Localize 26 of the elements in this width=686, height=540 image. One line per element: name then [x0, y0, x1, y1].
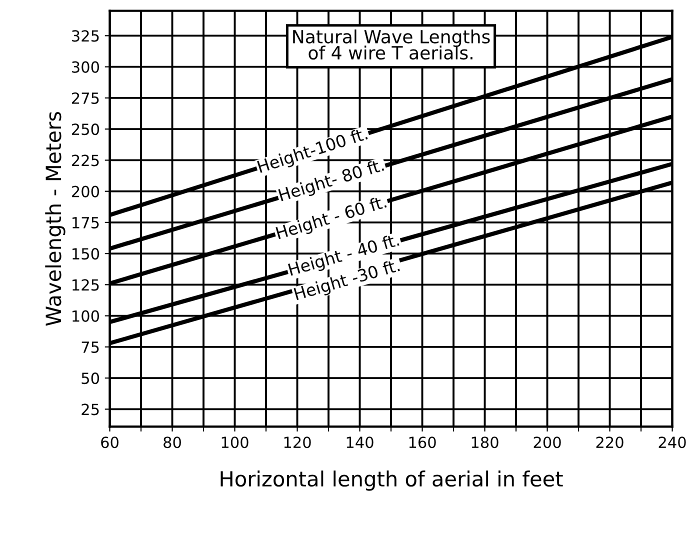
- x-tick-label: 160: [409, 436, 436, 448]
- x-tick-label: 140: [346, 436, 374, 448]
- y-tick-label: 250: [72, 124, 100, 136]
- y-tick-label: 225: [72, 154, 99, 166]
- x-tick-label: 80: [164, 436, 181, 448]
- x-tick-label: 180: [472, 436, 498, 448]
- y-tick-label: 75: [82, 342, 99, 353]
- y-tick-label: 50: [82, 372, 100, 384]
- x-tick-label: 200: [534, 436, 561, 448]
- x-tick-label: 220: [596, 436, 624, 448]
- y-tick-label: 175: [72, 217, 99, 228]
- x-tick-label: 100: [222, 436, 248, 448]
- text: Natural Wave Lengths of 4 wire T aerials.: [293, 30, 490, 60]
- x-tick-label: 120: [284, 436, 311, 448]
- y-tick-label: 150: [72, 248, 100, 260]
- y-tick-label: 100: [72, 310, 100, 322]
- x-tick-label: 60: [101, 436, 118, 448]
- y-tick-label: 325: [72, 30, 99, 42]
- y-tick-label: 300: [72, 61, 100, 73]
- y-tick-label: 25: [82, 404, 99, 416]
- y-tick-label: 200: [72, 186, 100, 198]
- y-tick-label: 125: [72, 279, 99, 291]
- y-tick-label: 275: [72, 92, 99, 104]
- x-axis-title: Horizontal length of aerial in feet: [220, 470, 563, 491]
- y-axis-title: Wavelength - Meters: [45, 112, 66, 326]
- x-tick-label: 240: [658, 436, 686, 448]
